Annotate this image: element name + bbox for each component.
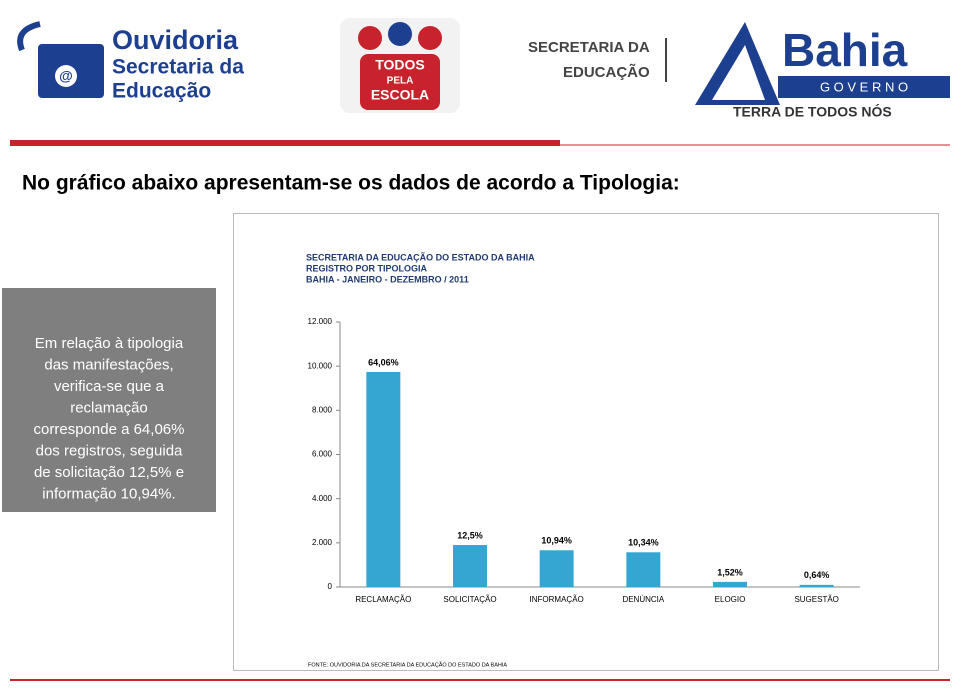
bar	[713, 581, 747, 587]
note-line: Em relação à tipologia	[35, 335, 184, 352]
x-tick-label: SUGESTÃO	[794, 595, 838, 604]
y-tick-label: 2.000	[312, 538, 333, 547]
x-tick-label: RECLAMAÇÃO	[355, 595, 411, 604]
note-line: corresponde a 64,06%	[34, 421, 185, 438]
heading: No gráfico abaixo apresentam-se os dados…	[22, 172, 680, 195]
y-tick-label: 4.000	[312, 494, 333, 503]
logo-text: EDUCAÇÃO	[563, 63, 650, 81]
logo-text: Secretaria da	[112, 56, 244, 79]
logo-text: TODOS	[375, 57, 425, 73]
logo-face	[358, 26, 382, 50]
logo-text: Bahia	[782, 24, 908, 76]
note-box	[2, 288, 216, 512]
share-label: 10,94%	[541, 536, 572, 546]
logo-text: Ouvidoria	[112, 25, 239, 55]
chart-title: SECRETARIA DA EDUCAÇÃO DO ESTADO DA BAHI…	[306, 252, 535, 262]
x-tick-label: ELOGIO	[715, 595, 746, 604]
bar	[799, 584, 834, 587]
logo-text: SECRETARIA DA	[528, 39, 650, 56]
chart-title: REGISTRO POR TIPOLOGIA	[306, 263, 428, 273]
share-label: 10,34%	[628, 538, 659, 548]
x-tick-label: SOLICITAÇÃO	[443, 595, 496, 604]
note-line: das manifestações,	[44, 356, 173, 373]
y-tick-label: 0	[328, 582, 333, 591]
share-label: 1,52%	[717, 567, 743, 577]
red-rule	[10, 140, 560, 146]
bar	[539, 550, 574, 587]
bar	[366, 371, 401, 587]
y-tick-label: 10.000	[308, 361, 333, 370]
logo-text: ESCOLA	[371, 87, 429, 103]
logo-at-sign: @	[59, 68, 73, 84]
note: Em relação à tipologia das manifestações,…	[34, 335, 185, 503]
note-line: dos registros, seguida	[36, 442, 183, 459]
chart: SECRETARIA DA EDUCAÇÃO DO ESTADO DA BAHI…	[306, 252, 860, 668]
note-line: reclamação	[70, 399, 148, 416]
logo-todos-box	[360, 54, 440, 110]
bar	[453, 545, 487, 587]
chart-source: FONTE: OUVIDORIA DA SECRETARIA DA EDUCAÇ…	[308, 661, 507, 668]
y-tick-label: 6.000	[312, 450, 333, 459]
x-tick-label: DENÚNCIA	[622, 595, 664, 604]
logo-phone	[17, 21, 41, 52]
logo-text: G O V E R N O	[820, 79, 908, 94]
share-label: 12,5%	[457, 530, 483, 540]
logo-face	[388, 22, 412, 46]
chart-title: BAHIA - JANEIRO - DEZEMBRO / 2011	[306, 274, 469, 284]
y-tick-label: 12.000	[308, 317, 333, 326]
chart-panel	[233, 213, 939, 671]
logo-text: TERRA DE TODOS NÓS	[733, 103, 892, 120]
share-label: 0,64%	[804, 570, 830, 580]
x-tick-label: INFORMAÇÃO	[530, 595, 584, 604]
bar	[626, 552, 661, 587]
logo-text: Educação	[112, 80, 211, 103]
note-line: informação 10,94%.	[42, 485, 175, 502]
logo-band	[778, 76, 950, 98]
share-label: 64,06%	[368, 357, 399, 367]
logo-bahia-mark	[712, 45, 765, 100]
y-tick-label: 8.000	[312, 405, 333, 414]
note-line: de solicitação 12,5% e	[34, 464, 184, 481]
logo-face	[418, 26, 442, 50]
note-line: verifica-se que a	[54, 378, 165, 395]
logo-text: PELA	[387, 76, 414, 87]
logo-at	[55, 65, 77, 87]
